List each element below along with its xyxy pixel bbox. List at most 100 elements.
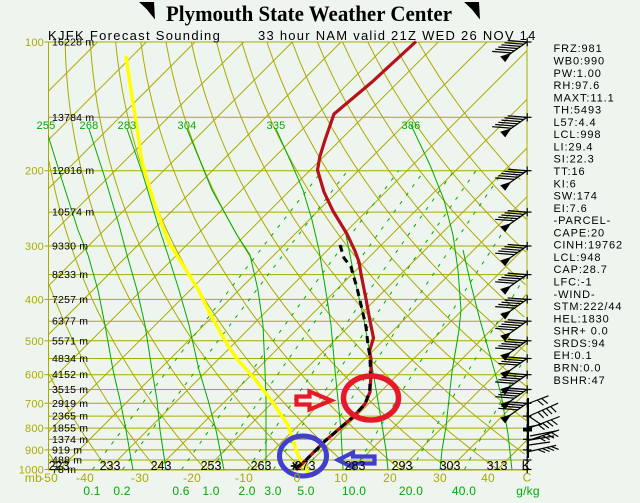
svg-text:5571 m: 5571 m (52, 335, 88, 347)
svg-text:-30: -30 (131, 471, 149, 485)
svg-text:BSHR:47: BSHR:47 (554, 375, 606, 387)
svg-text:6377 m: 6377 m (52, 316, 88, 328)
svg-text:0: 0 (294, 471, 301, 485)
svg-text:13784 m: 13784 m (52, 112, 94, 124)
svg-text:335: 335 (267, 120, 286, 132)
svg-text:7257 m: 7257 m (52, 294, 88, 306)
svg-text:100: 100 (25, 37, 44, 49)
svg-text:4152 m: 4152 m (52, 369, 88, 381)
svg-text:10574 m: 10574 m (52, 207, 94, 219)
svg-text:78 m: 78 m (52, 464, 76, 476)
svg-text:40.0: 40.0 (452, 484, 476, 498)
svg-text:273: 273 (295, 459, 316, 473)
svg-text:2919 m: 2919 m (52, 398, 88, 410)
svg-text:33 hour NAM valid 21Z WED 26 N: 33 hour NAM valid 21Z WED 26 NOV 14 (258, 28, 537, 43)
svg-text:304: 304 (178, 120, 197, 132)
svg-text:RH:97.6: RH:97.6 (554, 80, 601, 92)
svg-text:223: 223 (49, 459, 70, 473)
svg-text:LCL:948: LCL:948 (554, 252, 602, 264)
svg-text:1374 m: 1374 m (52, 434, 88, 446)
svg-text:KI:6: KI:6 (554, 178, 577, 190)
svg-text:10.0: 10.0 (342, 484, 366, 498)
svg-text:919 m: 919 m (52, 444, 82, 456)
svg-text:FRZ:981: FRZ:981 (554, 43, 603, 55)
svg-text:4834 m: 4834 m (52, 353, 88, 365)
svg-text:3.0: 3.0 (264, 484, 281, 498)
svg-text:293: 293 (392, 459, 413, 473)
svg-text:1855 m: 1855 m (52, 423, 88, 435)
svg-text:0.6: 0.6 (172, 484, 189, 498)
svg-text:3515 m: 3515 m (52, 384, 88, 396)
svg-text:255: 255 (37, 120, 56, 132)
svg-text:5.0: 5.0 (297, 484, 314, 498)
svg-text:LI:29.4: LI:29.4 (554, 141, 594, 153)
svg-text:488 m: 488 m (52, 454, 82, 466)
svg-text:9330 m: 9330 m (52, 240, 88, 252)
svg-text:700: 700 (25, 398, 44, 410)
svg-text:20.0: 20.0 (399, 484, 423, 498)
svg-text:K: K (522, 458, 531, 473)
svg-text:10: 10 (334, 471, 348, 485)
svg-text:283: 283 (118, 120, 137, 132)
svg-text:30: 30 (433, 471, 447, 485)
svg-text:-10: -10 (235, 471, 253, 485)
svg-text:SI:22.3: SI:22.3 (554, 154, 595, 166)
svg-text:600: 600 (25, 370, 44, 382)
svg-text:Plymouth State Weather Center: Plymouth State Weather Center (166, 1, 452, 26)
svg-text:800: 800 (25, 423, 44, 435)
svg-text:263: 263 (251, 459, 272, 473)
svg-text:-20: -20 (183, 471, 201, 485)
svg-text:KJFK Forecast Sounding: KJFK Forecast Sounding (48, 28, 221, 43)
svg-text:1000: 1000 (19, 465, 44, 477)
svg-text:CAPE:20: CAPE:20 (554, 227, 606, 239)
svg-text:233: 233 (100, 459, 121, 473)
svg-text:mb: mb (25, 471, 42, 485)
svg-text:g/kg: g/kg (516, 484, 539, 498)
svg-text:HEL:1830: HEL:1830 (554, 313, 610, 325)
svg-text:1.0: 1.0 (202, 484, 219, 498)
svg-text:EH:0.1: EH:0.1 (554, 350, 593, 362)
svg-text:LCL:998: LCL:998 (554, 129, 602, 141)
svg-text:268: 268 (80, 120, 99, 132)
svg-text:WB0:990: WB0:990 (554, 55, 606, 67)
svg-text:L57:4.4: L57:4.4 (554, 117, 597, 129)
svg-text:PW:1.00: PW:1.00 (554, 68, 602, 80)
svg-text:CAP:28.7: CAP:28.7 (554, 264, 608, 276)
svg-text:500: 500 (25, 336, 44, 348)
svg-text:200: 200 (25, 166, 44, 178)
svg-text:400: 400 (25, 294, 44, 306)
svg-text:2.0: 2.0 (238, 484, 255, 498)
svg-text:8233 m: 8233 m (52, 269, 88, 281)
svg-text:C: C (523, 471, 532, 485)
svg-text:MAXT:11.1: MAXT:11.1 (554, 92, 615, 104)
svg-text:386: 386 (402, 120, 421, 132)
svg-text:243: 243 (151, 459, 172, 473)
svg-text:313: 313 (487, 459, 508, 473)
svg-text:303: 303 (440, 459, 461, 473)
svg-text:LFC:-1: LFC:-1 (554, 277, 593, 289)
svg-text:SW:174: SW:174 (554, 191, 598, 203)
svg-text:12016 m: 12016 m (52, 165, 94, 177)
svg-text:-WIND-: -WIND- (554, 289, 596, 301)
svg-text:20: 20 (383, 471, 397, 485)
svg-text:STM:222/44: STM:222/44 (554, 301, 623, 313)
svg-text:-50: -50 (40, 471, 58, 485)
svg-text:EI:7.6: EI:7.6 (554, 203, 588, 215)
svg-text:253: 253 (201, 459, 222, 473)
svg-text:300: 300 (25, 241, 44, 253)
svg-text:283: 283 (345, 459, 366, 473)
svg-text:TH:5493: TH:5493 (554, 105, 603, 117)
svg-text:TT:16: TT:16 (554, 166, 586, 178)
svg-text:SRDS:94: SRDS:94 (554, 338, 606, 350)
svg-text:BRN:0.0: BRN:0.0 (554, 362, 602, 374)
svg-text:40: 40 (481, 471, 495, 485)
svg-text:-40: -40 (76, 471, 94, 485)
svg-text:900: 900 (25, 445, 44, 457)
svg-text:2365 m: 2365 m (52, 411, 88, 423)
svg-text:0.1: 0.1 (83, 484, 100, 498)
svg-text:0.2: 0.2 (113, 484, 130, 498)
svg-text:-PARCEL-: -PARCEL- (554, 215, 612, 227)
svg-text:SHR+ 0.0: SHR+ 0.0 (554, 326, 609, 338)
svg-text:CINH:19762: CINH:19762 (554, 240, 624, 252)
svg-text:16228 m: 16228 m (52, 37, 94, 49)
